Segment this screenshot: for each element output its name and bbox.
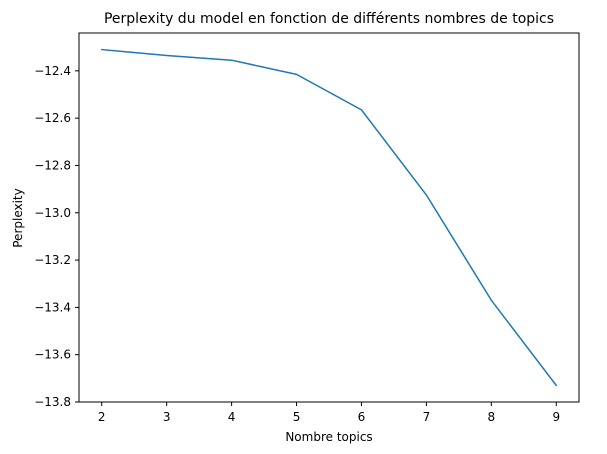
x-tick-label: 9 [552,410,560,424]
y-tick-label: −13.0 [34,206,71,220]
y-tick-label: −13.6 [34,348,71,362]
x-tick-label: 7 [423,410,431,424]
x-tick-label: 3 [163,410,171,424]
x-tick-label: 8 [488,410,496,424]
y-tick-label: −12.8 [34,158,71,172]
y-tick-label: −13.4 [34,300,71,314]
x-axis-label: Nombre topics [285,430,372,444]
y-axis-ticks: −13.8 −13.6 −13.4 −13.2 −13.0 −12.8 −12.6 −12.4 [34,64,79,409]
y-tick-label: −12.6 [34,111,71,125]
x-tick-label: 4 [228,410,236,424]
y-axis-label: Perplexity [11,188,25,248]
x-tick-label: 2 [98,410,106,424]
chart-title: Perplexity du model en fonction de diffé… [104,11,554,27]
y-tick-label: −12.4 [34,64,71,78]
series-layer [100,48,558,387]
series-line-0 [100,48,558,387]
x-tick-label: 5 [293,410,301,424]
x-tick-label: 6 [358,410,366,424]
y-tick-label: −13.8 [34,395,71,409]
y-tick-label: −13.2 [34,253,71,267]
x-axis-ticks: 2 3 4 5 6 7 8 9 [98,402,560,424]
plot-frame [78,32,580,403]
